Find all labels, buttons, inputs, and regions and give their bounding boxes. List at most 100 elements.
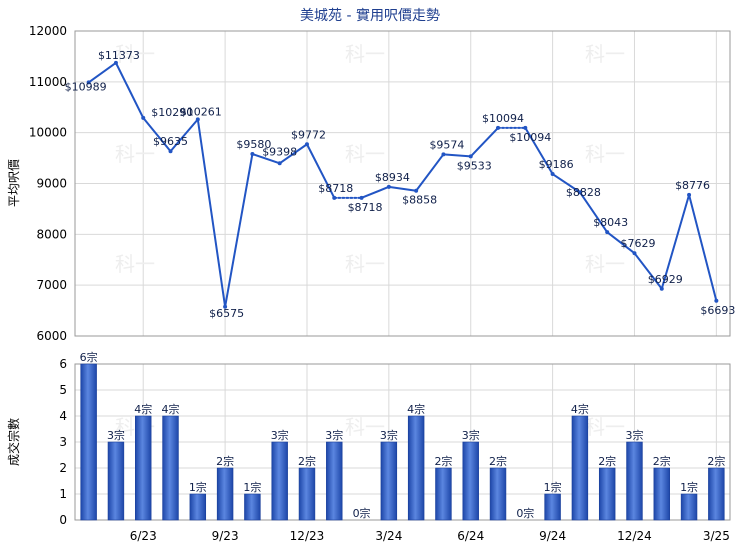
- volume-bar: [271, 441, 288, 521]
- volume-y-tick-label: 6: [59, 357, 67, 371]
- volume-bar-label: 1宗: [544, 480, 562, 494]
- price-point: [414, 188, 419, 193]
- price-data-label: $8718: [348, 201, 383, 214]
- watermark-text: 科一: [115, 42, 155, 66]
- volume-plot-frame: [74, 363, 731, 521]
- price-point: [523, 125, 528, 130]
- price-data-label: $6575: [209, 307, 244, 320]
- price-point: [468, 154, 473, 159]
- watermark-text: 科一: [115, 252, 155, 276]
- price-data-label: $8043: [593, 216, 628, 229]
- volume-bar: [653, 467, 670, 521]
- price-line-segment: [169, 118, 199, 153]
- volume-bar-label: 0宗: [353, 506, 371, 520]
- price-data-label: $10094: [509, 131, 551, 144]
- volume-bar-label: 3宗: [380, 428, 398, 442]
- price-line-segment: [87, 61, 117, 84]
- volume-y-ticks: 0 1 2 3 4 5 6: [59, 357, 67, 527]
- price-data-label: $10094: [482, 112, 524, 125]
- watermark-text: 科一: [345, 252, 385, 276]
- price-data-label: $9533: [457, 159, 492, 172]
- x-tick-labels: 6/23 9/23 12/23 3/24 6/24 9/24 12/24 3/25: [130, 529, 730, 543]
- price-data-label: $8718: [318, 182, 353, 195]
- price-y-tick-label: 7000: [36, 278, 67, 292]
- price-line-segment: [278, 143, 308, 165]
- price-y-tick-label: 8000: [36, 227, 67, 241]
- price-point: [304, 142, 309, 147]
- volume-bar: [244, 493, 261, 521]
- price-y-axis-label: 平均呎價: [7, 159, 21, 207]
- x-tick-label: 12/23: [290, 529, 325, 543]
- price-point: [441, 152, 446, 157]
- volume-bar: [462, 441, 479, 521]
- price-y-tick-label: 12000: [29, 24, 67, 38]
- price-line-segment: [469, 126, 500, 158]
- price-point: [550, 172, 555, 177]
- price-data-label: $6929: [648, 273, 683, 286]
- price-line-segment: [524, 126, 554, 176]
- x-tick-label: 6/24: [457, 529, 484, 543]
- price-point: [250, 152, 255, 157]
- volume-y-tick-label: 2: [59, 461, 67, 475]
- price-line-segment: [415, 153, 445, 192]
- volume-y-axis-label: 成交宗數: [6, 418, 21, 466]
- volume-bar-label: 1宗: [243, 480, 261, 494]
- price-line-segment: [387, 185, 418, 192]
- price-data-label: $9580: [236, 138, 271, 151]
- volume-bar-label: 2宗: [216, 454, 234, 468]
- volume-bar: [326, 441, 343, 521]
- volume-y-tick-label: 0: [59, 513, 67, 527]
- price-point: [496, 125, 501, 130]
- watermark-text: 科一: [585, 142, 625, 166]
- watermark-text: 科一: [345, 42, 385, 66]
- price-point: [141, 115, 146, 120]
- watermark-text: 科一: [585, 415, 625, 439]
- price-line-segment: [551, 173, 581, 194]
- volume-bar-label: 6宗: [80, 350, 98, 364]
- x-tick-label: 3/25: [703, 529, 730, 543]
- chart-title: 美城苑 - 實用呎價走勢: [300, 7, 440, 24]
- volume-bar-label: 3宗: [107, 428, 125, 442]
- volume-bar: [162, 415, 179, 521]
- price-point: [605, 230, 610, 235]
- volume-bar-label: 2宗: [707, 454, 725, 468]
- price-gridlines: [75, 30, 730, 337]
- volume-bar: [380, 441, 398, 521]
- price-data-label: $10290: [151, 106, 193, 119]
- price-data-label: $9186: [539, 158, 574, 171]
- volume-bar-labels: 6宗 3宗 4宗 4宗 1宗 2宗 1宗 3宗 2宗 3宗 0宗 3宗 4宗 2宗 3宗 2宗 0宗 1宗 4宗 2宗…: [80, 350, 726, 520]
- price-point: [277, 161, 282, 166]
- price-y-tick-label: 10000: [29, 126, 67, 140]
- price-data-labels: $10989$11373$10290$9635$10261$6575$9580$…: [65, 49, 736, 320]
- price-data-label: $9635: [153, 135, 188, 148]
- volume-bar-label: 4宗: [571, 402, 589, 416]
- price-line-segment: [196, 118, 227, 308]
- volume-bar-label: 0宗: [516, 506, 534, 520]
- volume-bars: [80, 363, 725, 521]
- price-y-tick-label: 9000: [36, 177, 67, 191]
- volume-bar-label: 1宗: [680, 480, 698, 494]
- price-data-label: $7629: [620, 237, 655, 250]
- price-point: [359, 195, 364, 200]
- price-point: [632, 251, 637, 256]
- price-line-segment: [305, 143, 336, 199]
- price-point: [113, 60, 118, 65]
- price-point: [195, 117, 200, 122]
- price-data-label: $11373: [98, 49, 140, 62]
- volume-bar: [407, 415, 425, 521]
- volume-bar: [135, 415, 152, 521]
- volume-y-tick-label: 1: [59, 487, 67, 501]
- price-point: [577, 190, 582, 195]
- price-line-segment: [251, 153, 281, 165]
- price-line-segment: [442, 153, 472, 158]
- price-y-tick-label: 6000: [36, 329, 67, 343]
- x-tick-label: 3/24: [375, 529, 402, 543]
- price-point: [332, 195, 337, 200]
- price-line-segment: [360, 185, 390, 199]
- price-data-label: $9574: [429, 138, 464, 151]
- price-data-label: $6693: [700, 304, 735, 317]
- volume-bar-label: 4宗: [162, 402, 180, 416]
- x-tick-label: 12/24: [617, 529, 652, 543]
